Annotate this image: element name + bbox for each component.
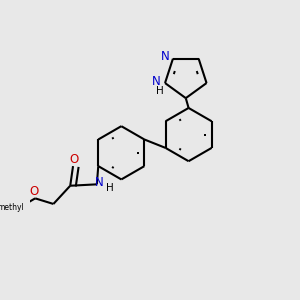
Text: N: N <box>161 50 170 63</box>
Text: N: N <box>152 75 161 88</box>
Text: O: O <box>30 185 39 198</box>
Text: H: H <box>106 183 114 193</box>
Text: O: O <box>69 154 78 166</box>
Text: N: N <box>95 176 103 189</box>
Text: H: H <box>156 86 164 97</box>
Text: methyl: methyl <box>0 203 24 212</box>
